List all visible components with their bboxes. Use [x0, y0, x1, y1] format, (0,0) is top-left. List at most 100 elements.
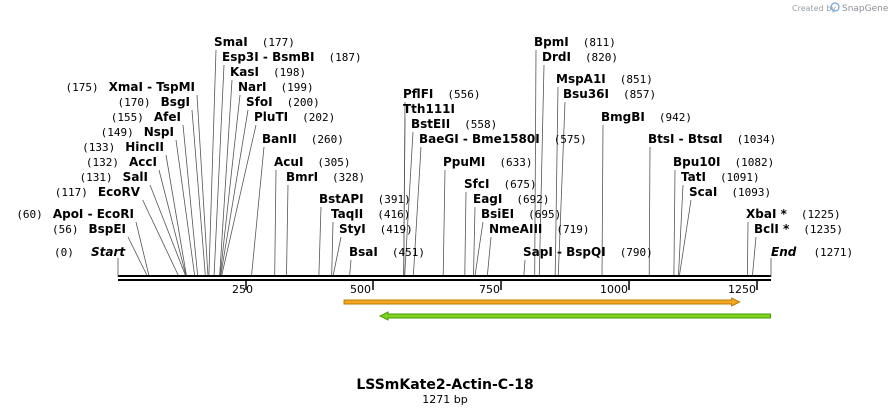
site-connector	[251, 146, 265, 276]
site-connector	[554, 86, 559, 276]
enzyme-label[interactable]: XbaI * (1225)	[746, 207, 841, 221]
site-connector	[534, 49, 537, 276]
site-connector	[219, 79, 233, 276]
sequence-name: LSSmKate2-Actin-C-18	[356, 377, 533, 393]
enzyme-label[interactable]: (117) EcoRV	[55, 185, 141, 199]
site-connector	[127, 236, 148, 276]
enzyme-label[interactable]: BclI * (1235)	[754, 222, 843, 236]
site-connector	[332, 236, 342, 276]
enzyme-label[interactable]: DrdI (820)	[542, 50, 618, 64]
site-connector	[349, 259, 352, 276]
enzyme-label[interactable]: TatI (1091)	[681, 170, 760, 184]
site-connector	[752, 236, 757, 276]
enzyme-label[interactable]: BanII (260)	[262, 132, 344, 146]
enzyme-label[interactable]: NarI (199)	[238, 80, 314, 94]
enzyme-label[interactable]: StyI (419)	[339, 222, 413, 236]
enzyme-label[interactable]: BstEII (558)	[411, 117, 497, 131]
enzyme-label[interactable]: (175) XmaI - TspMI	[65, 80, 195, 94]
enzyme-label[interactable]: SfoI (200)	[246, 95, 320, 109]
enzyme-label[interactable]: MspA1I (851)	[556, 72, 653, 86]
enzyme-label[interactable]: (133) HincII	[82, 140, 164, 154]
green-feature-arrow[interactable]	[378, 311, 771, 321]
enzyme-label[interactable]: PflFI (556)	[403, 87, 480, 101]
site-connector	[538, 64, 545, 276]
site-connector	[331, 221, 334, 276]
site-connector	[165, 154, 187, 276]
enzyme-label[interactable]: Tth111I	[403, 102, 455, 116]
enzyme-label[interactable]: (56) BspEI	[52, 222, 126, 236]
enzyme-label[interactable]: Bsu36I (857)	[563, 87, 656, 101]
site-connector	[158, 169, 187, 276]
enzyme-label[interactable]: PpuMI (633)	[443, 155, 532, 169]
enzyme-label[interactable]: (155) AfeI	[111, 110, 181, 124]
site-connector	[673, 169, 676, 276]
site-connector	[747, 221, 749, 276]
enzyme-label[interactable]: (170) BsgI	[118, 95, 190, 109]
enzyme-label[interactable]: ScaI (1093)	[689, 185, 771, 199]
site-connector	[286, 184, 289, 276]
enzyme-label[interactable]: BaeGI - Bme1580I (575)	[419, 132, 587, 146]
site-connector	[135, 221, 150, 276]
site-connector	[487, 236, 492, 276]
site-connector	[220, 109, 249, 276]
enzyme-label[interactable]: (131) SalI	[80, 170, 148, 184]
enzyme-label[interactable]: (60) ApoI - EcoRI	[16, 207, 134, 221]
enzyme-label[interactable]: BpmI (811)	[534, 35, 616, 49]
site-connector	[557, 101, 566, 276]
site-connector	[208, 49, 217, 276]
site-connector	[464, 191, 467, 276]
enzyme-label[interactable]: (149) NspI	[101, 125, 174, 139]
ruler-tick-label: 1000	[600, 283, 628, 296]
brand-text: SnapGene	[842, 4, 889, 14]
enzyme-label[interactable]: BmrI (328)	[286, 170, 365, 184]
enzyme-label[interactable]: AcuI (305)	[274, 155, 351, 169]
enzyme-label[interactable]: SmaI (177)	[214, 35, 295, 49]
ruler-tick-label: 500	[350, 283, 371, 296]
site-connector	[191, 109, 206, 276]
connectors	[127, 49, 757, 276]
start-label: Start	[91, 245, 126, 259]
sequence-backbone	[117, 258, 772, 281]
enzyme-label[interactable]: KasI (198)	[230, 65, 306, 79]
site-connector	[413, 146, 422, 276]
left-enzyme-labels: (175) XmaI - TspMI (170) BsgI (155) AfeI (1…	[16, 80, 195, 236]
sequence-length: 1271 bp	[422, 393, 467, 406]
enzyme-label[interactable]: TaqII (416)	[331, 207, 410, 221]
site-connector	[182, 124, 198, 276]
enzyme-label[interactable]: BsaI (451)	[349, 245, 425, 259]
site-connector	[219, 94, 241, 276]
enzyme-label[interactable]: BmgBI (942)	[601, 110, 692, 124]
site-connector	[196, 94, 209, 276]
ruler-tick-label: 750	[479, 283, 500, 296]
enzyme-label[interactable]: SapI - BspQI (790)	[523, 245, 653, 259]
features	[343, 297, 771, 321]
site-connector	[442, 169, 446, 276]
enzyme-label[interactable]: BsiEI (695)	[481, 207, 561, 221]
site-connector	[474, 221, 484, 276]
site-connector	[648, 146, 651, 276]
orange-feature-arrow[interactable]	[343, 297, 741, 307]
site-connector	[679, 199, 692, 276]
end-label: End	[771, 245, 797, 259]
ruler-tick-label: 1250	[728, 283, 756, 296]
ruler-tick-label: 250	[232, 283, 253, 296]
right-enzyme-labels: SmaI (177) Esp3I - BsmBI (187) KasI (198) N…	[214, 35, 843, 259]
enzyme-label[interactable]: Bpu10I (1082)	[673, 155, 774, 169]
enzyme-label[interactable]: Esp3I - BsmBI (187)	[222, 50, 362, 64]
enzyme-label[interactable]: BtsI - BtsαI (1034)	[648, 132, 776, 146]
start-label-group: (0) Start	[54, 241, 126, 260]
enzyme-label[interactable]: NmeAIII (719)	[489, 222, 590, 236]
site-connector	[142, 199, 179, 276]
site-connector	[274, 169, 277, 276]
site-connector	[404, 131, 414, 276]
snapgene-logo: SnapGene	[830, 2, 889, 14]
enzyme-label[interactable]: EagI (692)	[473, 192, 549, 206]
enzyme-label[interactable]: PluTI (202)	[254, 110, 335, 124]
enzyme-label[interactable]: (132) AccI	[86, 155, 157, 169]
enzyme-label[interactable]: SfcI (675)	[464, 177, 537, 191]
site-connector	[175, 139, 195, 276]
snapgene-icon	[830, 2, 840, 12]
enzyme-label[interactable]: BstAPI (391)	[319, 192, 411, 206]
start-position: (0)	[54, 246, 74, 259]
